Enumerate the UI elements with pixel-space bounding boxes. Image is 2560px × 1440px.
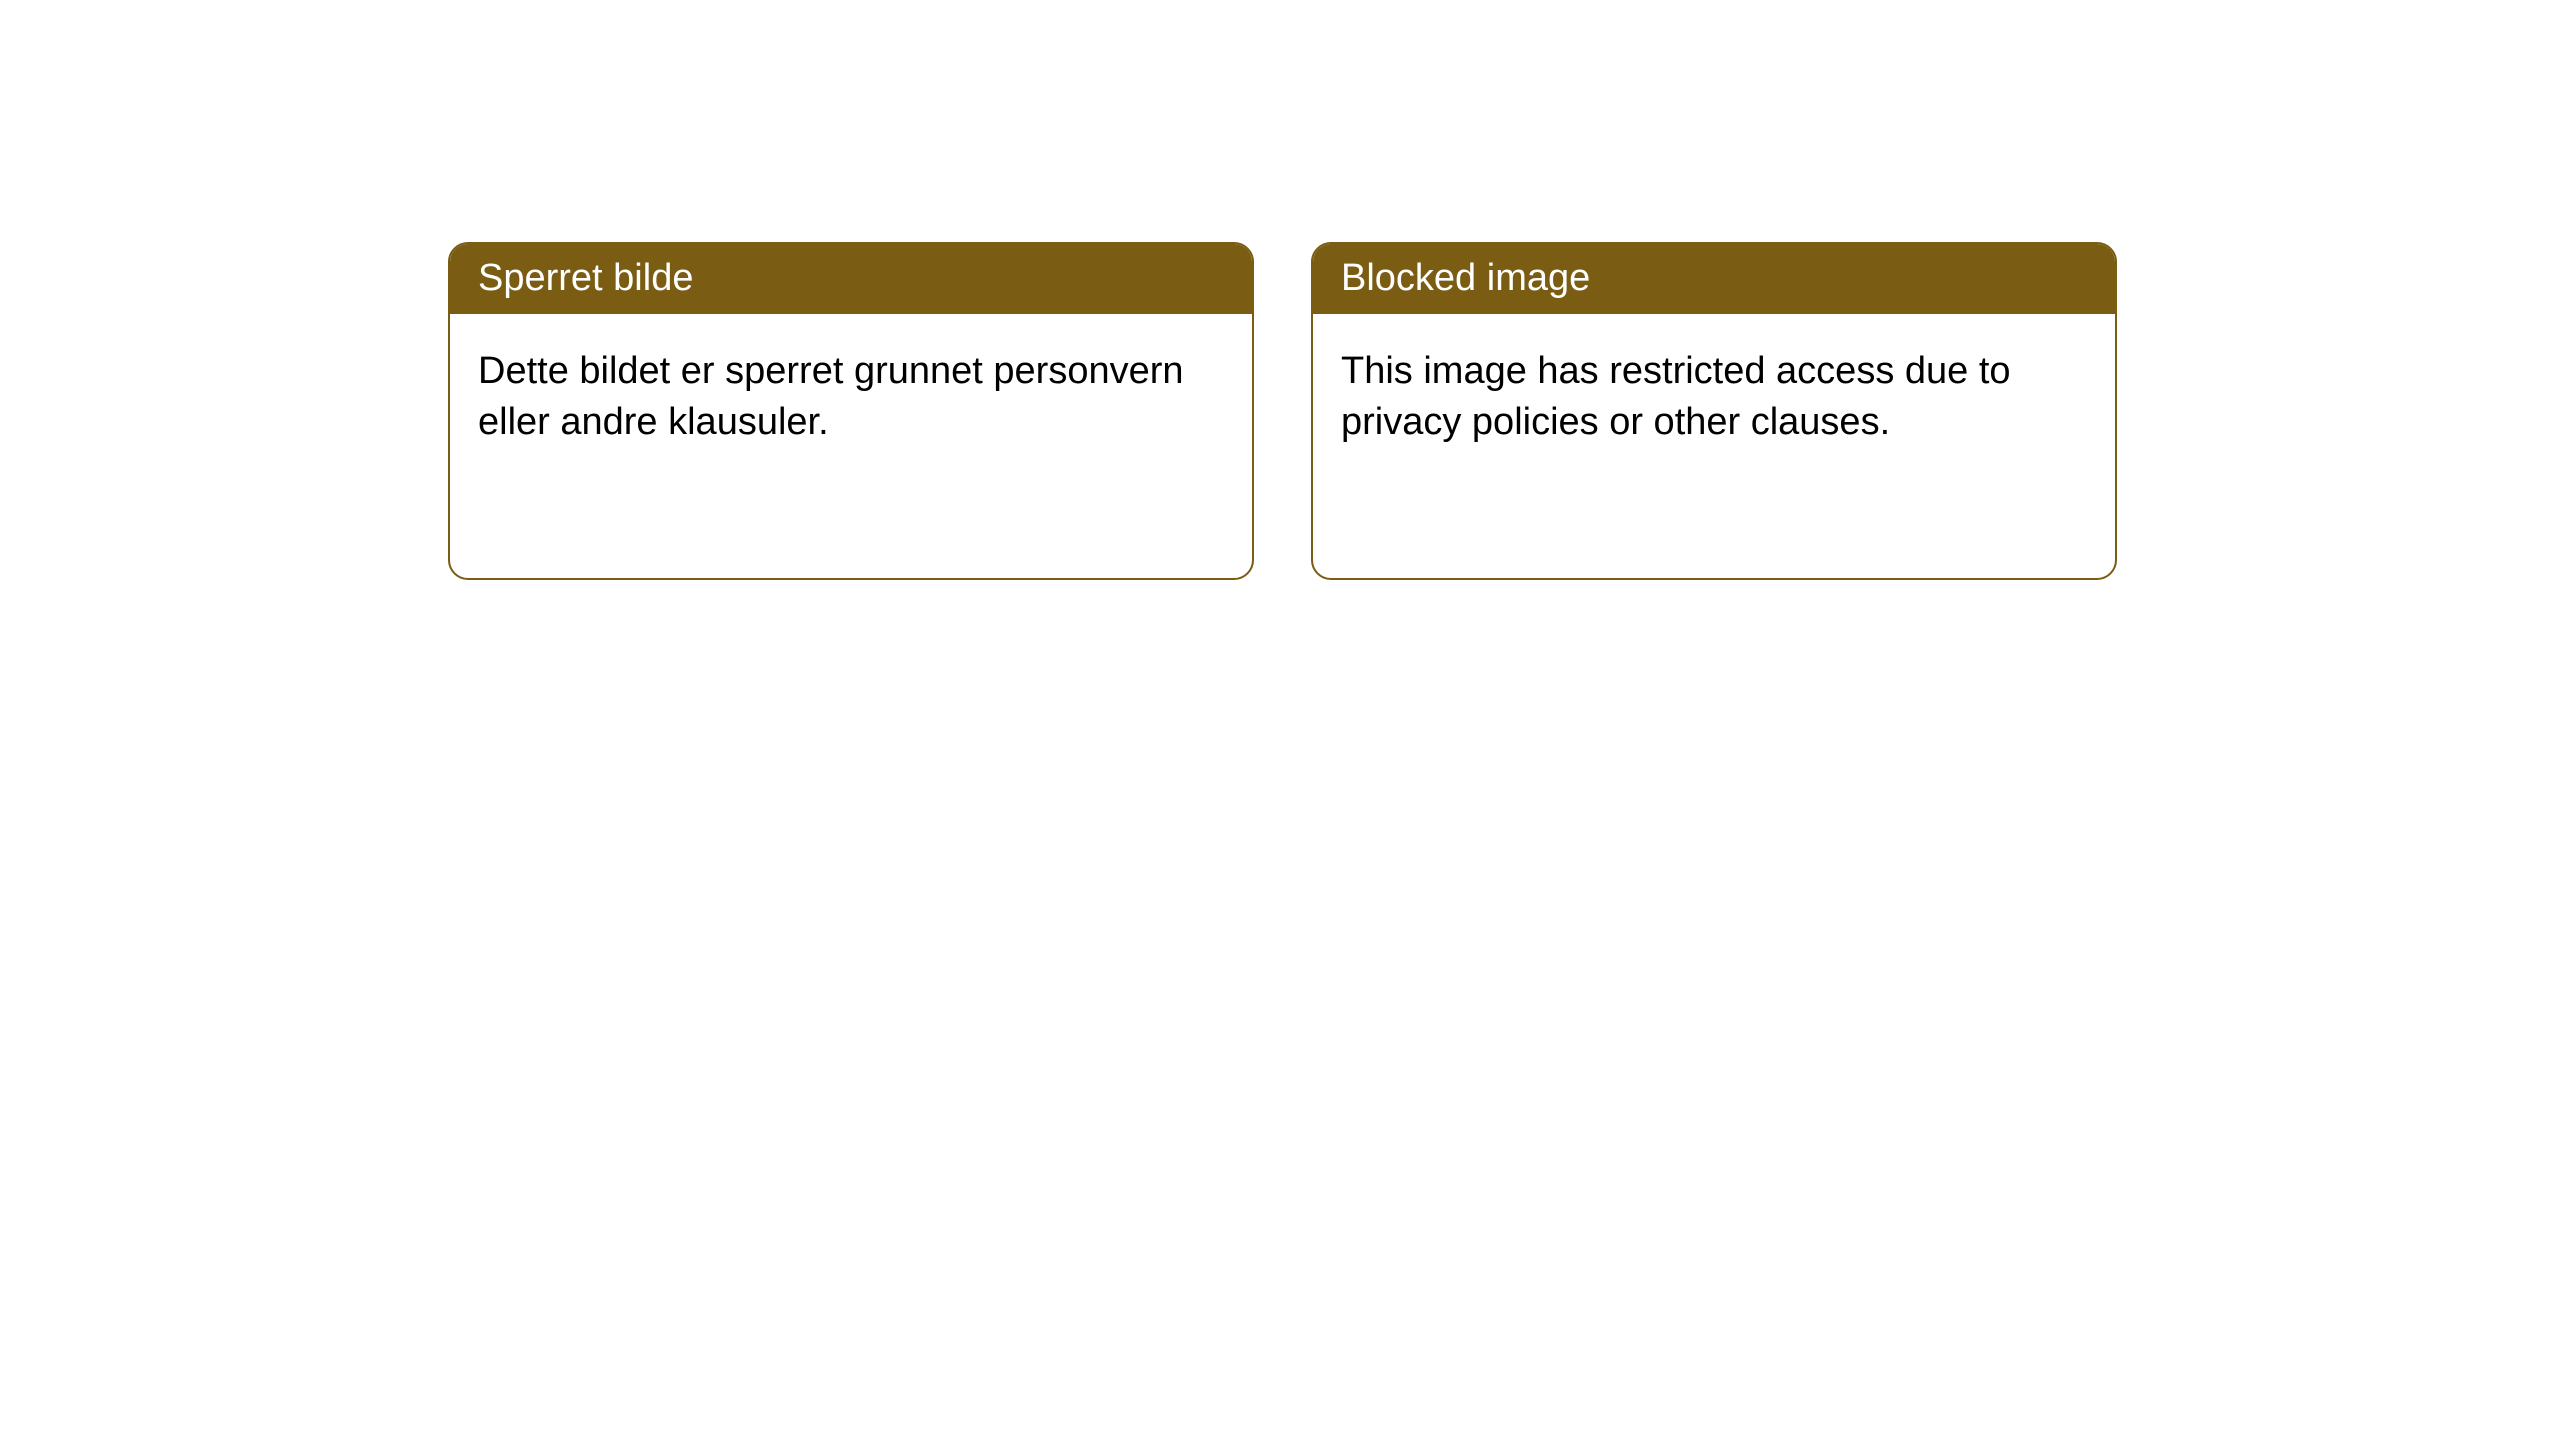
notice-body: This image has restricted access due to … — [1313, 314, 2115, 481]
notice-header: Blocked image — [1313, 244, 2115, 314]
notice-container: Sperret bilde Dette bildet er sperret gr… — [0, 0, 2560, 580]
notice-card-norwegian: Sperret bilde Dette bildet er sperret gr… — [448, 242, 1254, 580]
notice-header: Sperret bilde — [450, 244, 1252, 314]
notice-body: Dette bildet er sperret grunnet personve… — [450, 314, 1252, 481]
notice-title: Blocked image — [1341, 257, 1590, 299]
notice-title: Sperret bilde — [478, 257, 693, 299]
notice-body-text: This image has restricted access due to … — [1341, 350, 2011, 443]
notice-card-english: Blocked image This image has restricted … — [1311, 242, 2117, 580]
notice-body-text: Dette bildet er sperret grunnet personve… — [478, 350, 1184, 443]
